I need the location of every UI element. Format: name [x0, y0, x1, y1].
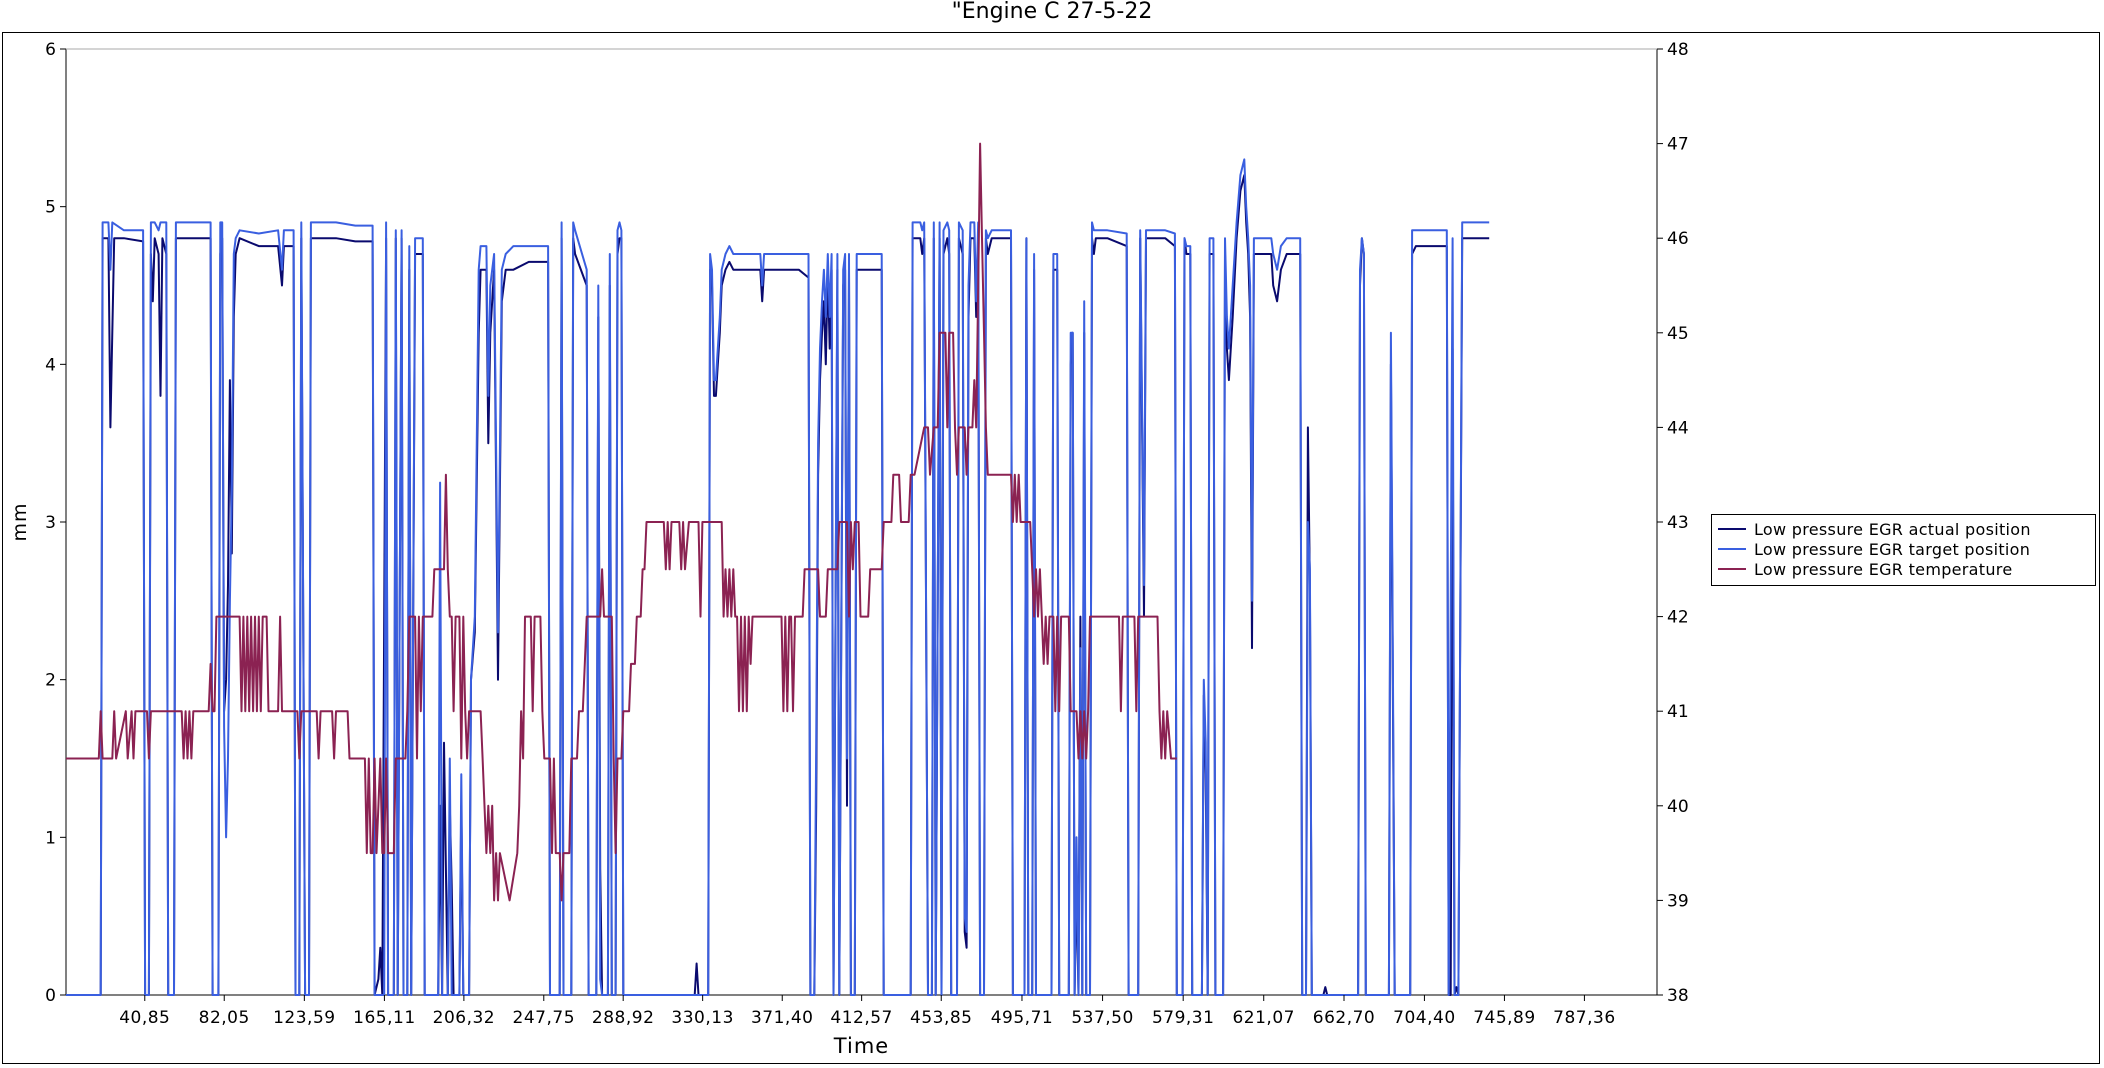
legend-item-target-position: Low pressure EGR target position: [1718, 539, 2089, 559]
x-tick-label: 495,71: [991, 1008, 1053, 1028]
chart-title: "Engine C 27-5-22: [951, 0, 1153, 24]
y-tick-label-1: 1: [45, 828, 56, 848]
x-tick-label: 621,07: [1232, 1008, 1294, 1028]
legend-swatch-target-position: [1718, 548, 1746, 550]
x-tick-label: 206,32: [433, 1008, 495, 1028]
legend-label-temperature: Low pressure EGR temperature: [1754, 559, 2013, 579]
y-tick-label-4: 4: [45, 355, 56, 375]
legend: Low pressure EGR actual position Low pre…: [1711, 514, 2096, 586]
y2-tick-label-47: 47: [1667, 135, 1689, 155]
series-line-3: [66, 142, 1177, 902]
series-line-1: [66, 174, 1490, 996]
y2-tick-label-43: 43: [1667, 513, 1689, 533]
x-tick-label: 412,57: [830, 1008, 892, 1028]
y2-tick-label-38: 38: [1667, 986, 1689, 1006]
y-tick-label-5: 5: [45, 198, 56, 218]
series-line-2: [66, 158, 1490, 996]
y2-tick-label-39: 39: [1667, 891, 1689, 911]
chart-frame: [2, 32, 2100, 1064]
x-tick-label: 247,75: [513, 1008, 575, 1028]
x-tick-label: 330,13: [671, 1008, 733, 1028]
x-tick-label: 40,85: [119, 1008, 170, 1028]
y2-tick-label-44: 44: [1667, 418, 1689, 438]
x-axis-label: Time: [833, 1034, 889, 1058]
x-tick-label: 453,85: [910, 1008, 972, 1028]
y2-tick-label-40: 40: [1667, 797, 1689, 817]
legend-label-target-position: Low pressure EGR target position: [1754, 539, 2031, 559]
x-tick-label: 662,70: [1313, 1008, 1375, 1028]
y2-tick-label-46: 46: [1667, 229, 1689, 249]
x-tick-label: 579,31: [1152, 1008, 1214, 1028]
x-tick-label: 123,59: [273, 1008, 335, 1028]
y-tick-label-3: 3: [45, 513, 56, 533]
x-tick-label: 787,36: [1553, 1008, 1615, 1028]
legend-swatch-temperature: [1718, 568, 1746, 570]
y2-tick-label-41: 41: [1667, 702, 1689, 722]
x-tick-label: 537,50: [1071, 1008, 1133, 1028]
legend-swatch-actual-position: [1718, 528, 1746, 530]
y2-tick-label-48: 48: [1667, 40, 1689, 60]
x-tick-label: 371,40: [751, 1008, 813, 1028]
x-tick-label: 745,89: [1473, 1008, 1535, 1028]
x-tick-label: 288,92: [592, 1008, 654, 1028]
x-tick-label: 82,05: [199, 1008, 250, 1028]
legend-item-temperature: Low pressure EGR temperature: [1718, 559, 2089, 579]
y2-tick-label-45: 45: [1667, 324, 1689, 344]
x-tick-label: 704,40: [1393, 1008, 1455, 1028]
y-tick-label-6: 6: [45, 40, 56, 60]
y-tick-label-0: 0: [45, 986, 56, 1006]
y-axis-label: mm: [9, 502, 31, 541]
x-tick-label: 165,11: [353, 1008, 415, 1028]
y-tick-label-2: 2: [45, 671, 56, 691]
y2-tick-label-42: 42: [1667, 608, 1689, 628]
legend-label-actual-position: Low pressure EGR actual position: [1754, 519, 2031, 539]
legend-item-actual-position: Low pressure EGR actual position: [1718, 519, 2089, 539]
